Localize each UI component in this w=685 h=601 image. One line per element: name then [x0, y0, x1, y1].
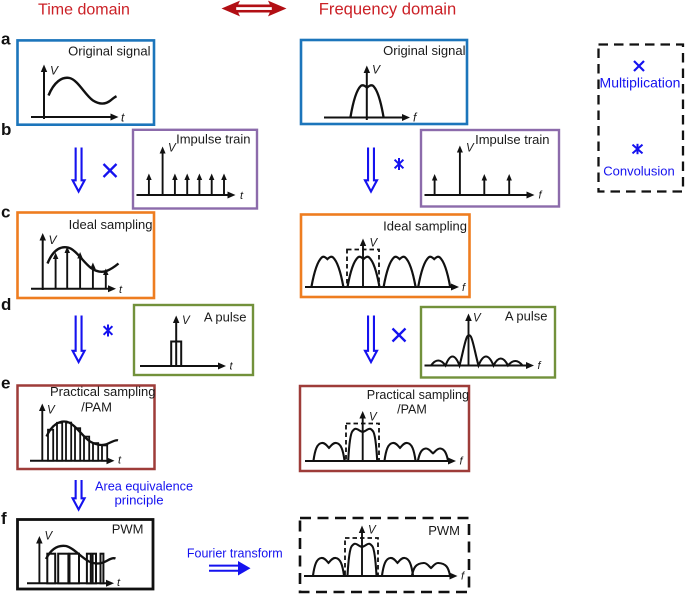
svg-text:f: f — [460, 456, 464, 468]
svg-text:PWM: PWM — [112, 522, 144, 537]
svg-text:V: V — [182, 315, 191, 327]
svg-text:t: t — [118, 455, 122, 467]
svg-text:Convolusion: Convolusion — [603, 164, 675, 179]
svg-text:Impulse train: Impulse train — [475, 132, 549, 147]
svg-text:e: e — [1, 374, 10, 393]
svg-text:/PAM: /PAM — [81, 400, 112, 415]
svg-text:t: t — [230, 361, 234, 373]
svg-text:V: V — [466, 143, 475, 155]
svg-text:V: V — [168, 143, 177, 155]
svg-text:Practical sampling: Practical sampling — [367, 388, 469, 402]
svg-text:PWM: PWM — [428, 523, 460, 538]
svg-text:Practical sampling: Practical sampling — [50, 384, 156, 399]
svg-text:V: V — [47, 405, 56, 417]
svg-text:Fourier transform: Fourier transform — [187, 547, 283, 561]
svg-text:Time domain: Time domain — [38, 2, 130, 19]
svg-text:t: t — [119, 284, 123, 296]
svg-text:A pulse: A pulse — [505, 309, 548, 324]
svg-text:t: t — [240, 190, 244, 202]
svg-text:/PAM: /PAM — [397, 403, 427, 417]
svg-text:V: V — [49, 233, 58, 247]
svg-text:t: t — [117, 577, 121, 589]
svg-text:f: f — [539, 190, 543, 202]
svg-text:Frequency domain: Frequency domain — [319, 0, 456, 19]
svg-text:V: V — [45, 531, 54, 543]
svg-text:d: d — [1, 295, 11, 314]
svg-text:Original signal: Original signal — [383, 43, 465, 58]
svg-text:f: f — [538, 360, 542, 372]
svg-text:c: c — [1, 203, 10, 222]
svg-text:Impulse train: Impulse train — [176, 132, 250, 147]
svg-text:t: t — [121, 111, 125, 125]
svg-text:principle: principle — [114, 493, 163, 508]
svg-text:Multiplication: Multiplication — [600, 75, 681, 91]
svg-text:V: V — [370, 238, 379, 250]
svg-text:V: V — [368, 525, 377, 537]
svg-text:a: a — [1, 30, 11, 49]
svg-text:V: V — [50, 64, 59, 78]
svg-text:Ideal sampling: Ideal sampling — [69, 217, 153, 232]
svg-text:Area equivalence: Area equivalence — [95, 480, 193, 494]
svg-text:f: f — [461, 571, 465, 583]
svg-text:f: f — [413, 111, 418, 125]
svg-text:b: b — [1, 120, 11, 139]
svg-text:Ideal sampling: Ideal sampling — [383, 219, 467, 234]
svg-text:f: f — [462, 282, 466, 294]
svg-text:V: V — [369, 412, 378, 424]
svg-text:V: V — [473, 313, 482, 325]
svg-text:V: V — [372, 63, 381, 77]
svg-text:Original signal: Original signal — [68, 44, 150, 59]
svg-text:f: f — [1, 509, 7, 528]
svg-text:A pulse: A pulse — [204, 310, 247, 325]
